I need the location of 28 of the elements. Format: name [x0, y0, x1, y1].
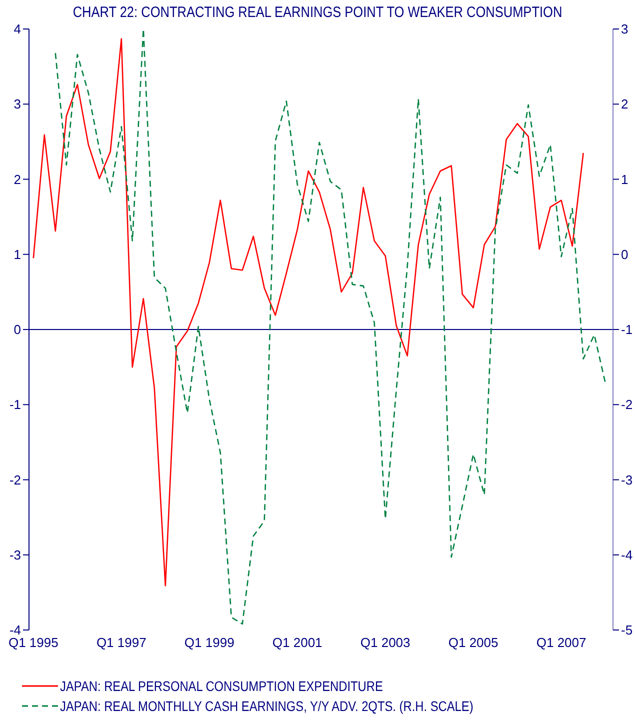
y2-tick-label: 0 — [621, 246, 628, 262]
y-tick-label: 4 — [14, 22, 21, 37]
x-tick-label: Q1 2003 — [360, 635, 410, 650]
x-tick-label: Q1 2005 — [448, 635, 498, 650]
y-tick-label: 0 — [14, 322, 21, 338]
x-tick-label: Q1 1999 — [184, 635, 234, 650]
x-tick-label: Q1 2001 — [272, 635, 322, 650]
y-tick-label: -2 — [9, 472, 21, 488]
y2-tick-label: 2 — [621, 96, 628, 112]
y2-tick-label: -2 — [621, 397, 633, 412]
y2-tick-label: -1 — [621, 322, 633, 338]
y2-tick-label: -5 — [621, 622, 633, 638]
legend-label: JAPAN: REAL PERSONAL CONSUMPTION EXPENDITURE — [60, 678, 383, 694]
y2-tick-label: 3 — [621, 22, 628, 37]
x-tick-label: Q1 2007 — [536, 635, 586, 650]
chart-title: CHART 22: CONTRACTING REAL EARNINGS POINT TO WEAKER CONSUMPTION — [72, 4, 564, 21]
x-tick-label: Q1 1997 — [96, 635, 146, 650]
y2-tick-label: -3 — [621, 472, 633, 488]
y-tick-label: -1 — [9, 397, 21, 412]
y-tick-label: 2 — [14, 172, 21, 187]
y2-tick-label: -4 — [621, 547, 633, 562]
x-tick-label: Q1 1995 — [8, 635, 58, 650]
y-tick-label: 3 — [14, 96, 21, 112]
y-tick-label: -4 — [9, 622, 21, 638]
y-tick-label: -3 — [9, 547, 21, 562]
legend-label: JAPAN: REAL MONTHLLY CASH EARNINGS, Y/Y ADV. 2QTS. (R.H. SCALE) — [60, 698, 474, 714]
y2-tick-label: 1 — [621, 172, 628, 187]
y-tick-label: 1 — [14, 246, 21, 262]
